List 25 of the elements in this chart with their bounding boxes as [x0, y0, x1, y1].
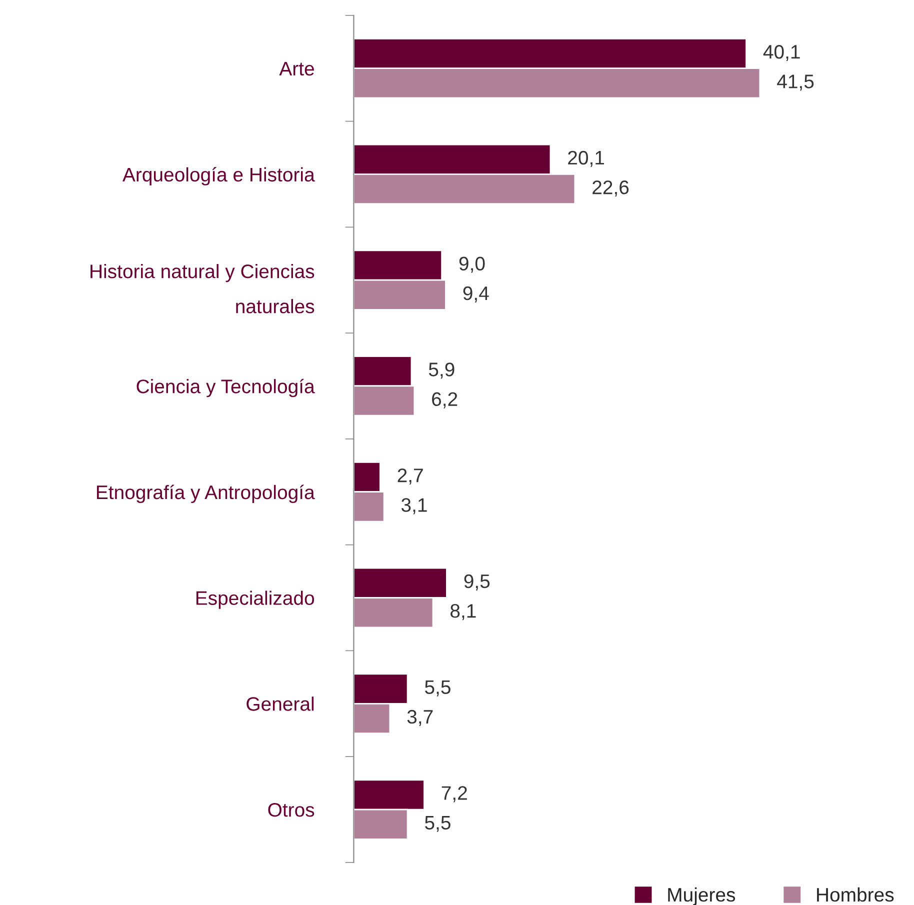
y-tick-label: General: [246, 696, 314, 711]
data-label: 8,1: [450, 604, 476, 620]
data-label: 40,1: [763, 44, 800, 62]
data-label: 9,5: [464, 574, 490, 590]
y-tick-label: Etnografía y Antropología: [96, 484, 315, 504]
data-label: 5,5: [425, 816, 450, 832]
y-tick-label: Ciencia y Tecnología: [136, 378, 315, 398]
data-label: 7,2: [442, 786, 467, 802]
y-tick-label: Arqueología e Historia: [122, 167, 315, 186]
data-label: 9,0: [459, 256, 485, 273]
y-tick-label: Arte: [279, 62, 314, 76]
data-label: 20,1: [568, 150, 604, 167]
data-label: 2,7: [398, 468, 423, 485]
y-tick-label: Otros: [268, 802, 314, 817]
data-label: 3,1: [401, 498, 427, 514]
data-label: 41,5: [777, 74, 814, 91]
data-label: 5,9: [428, 362, 454, 379]
y-tick-label: Especializado: [196, 590, 314, 609]
data-label: 22,6: [592, 180, 629, 197]
legend-label: Hombres: [817, 887, 894, 902]
data-label: 3,7: [407, 710, 433, 726]
data-label: 9,4: [463, 286, 489, 302]
y-tick-label: Historia natural y Ciencias naturales: [90, 264, 314, 314]
data-label: 6,2: [432, 392, 458, 408]
data-label: 5,5: [425, 680, 450, 696]
